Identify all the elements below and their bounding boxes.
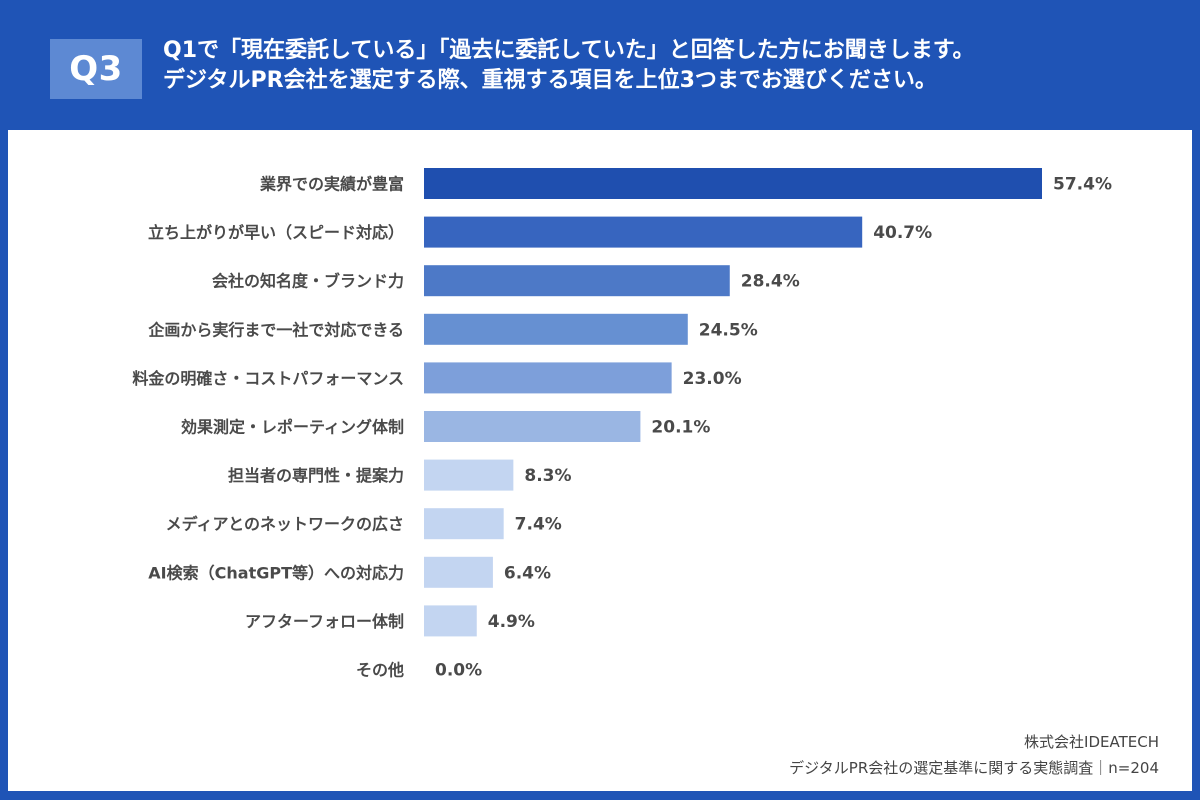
bar-8 (424, 508, 504, 540)
category-label: 業界での実績が豊富 (259, 175, 404, 194)
value-label: 57.4% (1053, 175, 1112, 195)
value-label: 28.4% (741, 272, 800, 292)
chart-panel: 業界での実績が豊富 57.4% 立ち上がりが早い（スピード対応） 40.7% 会社の知名… (8, 130, 1192, 791)
bar-4 (424, 313, 688, 345)
horizontal-bar-chart: 業界での実績が豊富 57.4% 立ち上がりが早い（スピード対応） 40.7% 会社の知名… (132, 168, 1112, 681)
category-label: その他 (356, 661, 404, 680)
bar-1 (424, 168, 1042, 199)
footer-survey: デジタルPR会社の選定基準に関する実態調査｜n=204 (789, 759, 1159, 777)
value-label: 8.3% (524, 466, 571, 486)
question-text: Q1で「現在委託している」「過去に委託していた」と回答した方にお聞きします。 デ… (163, 36, 1163, 96)
bar-9 (424, 556, 493, 588)
category-label: 企画から実行まで一社で対応できる (147, 320, 404, 339)
category-label: 料金の明確さ・コストパフォーマンス (132, 369, 404, 388)
category-label: 効果測定・レポーティング体制 (181, 418, 404, 437)
bar-5 (424, 362, 672, 394)
bar-2 (424, 216, 863, 248)
bar-3 (424, 265, 730, 297)
footer-company: 株式会社IDEATECH (1024, 733, 1159, 751)
value-label: 0.0% (435, 661, 482, 681)
value-label: 40.7% (873, 223, 932, 243)
category-label: メディアとのネットワークの広さ (166, 515, 404, 534)
value-label: 7.4% (515, 515, 562, 535)
category-label: 担当者の専門性・提案力 (228, 466, 404, 485)
category-label: 立ち上がりが早い（スピード対応） (148, 223, 404, 242)
bar-10 (424, 605, 477, 637)
value-label: 6.4% (504, 563, 551, 583)
bar-7 (424, 459, 514, 491)
category-label: アフターフォロー体制 (245, 612, 404, 631)
category-label: AI検索（ChatGPT等）への対応力 (148, 563, 404, 582)
value-label: 24.5% (699, 320, 758, 340)
category-label: 会社の知名度・ブランド力 (212, 272, 404, 291)
value-label: 4.9% (488, 612, 535, 632)
question-badge: Q3 (50, 39, 142, 99)
question-line-2: デジタルPR会社を選定する際、重視する項目を上位3つまでお選びください。 (163, 68, 937, 93)
question-header: Q3 Q1で「現在委託している」「過去に委託していた」と回答した方にお聞きします… (0, 0, 1200, 130)
question-line-1: Q1で「現在委託している」「過去に委託していた」と回答した方にお聞きします。 (163, 38, 975, 63)
value-label: 23.0% (683, 369, 742, 389)
value-label: 20.1% (651, 418, 710, 438)
bar-6 (424, 411, 641, 442)
